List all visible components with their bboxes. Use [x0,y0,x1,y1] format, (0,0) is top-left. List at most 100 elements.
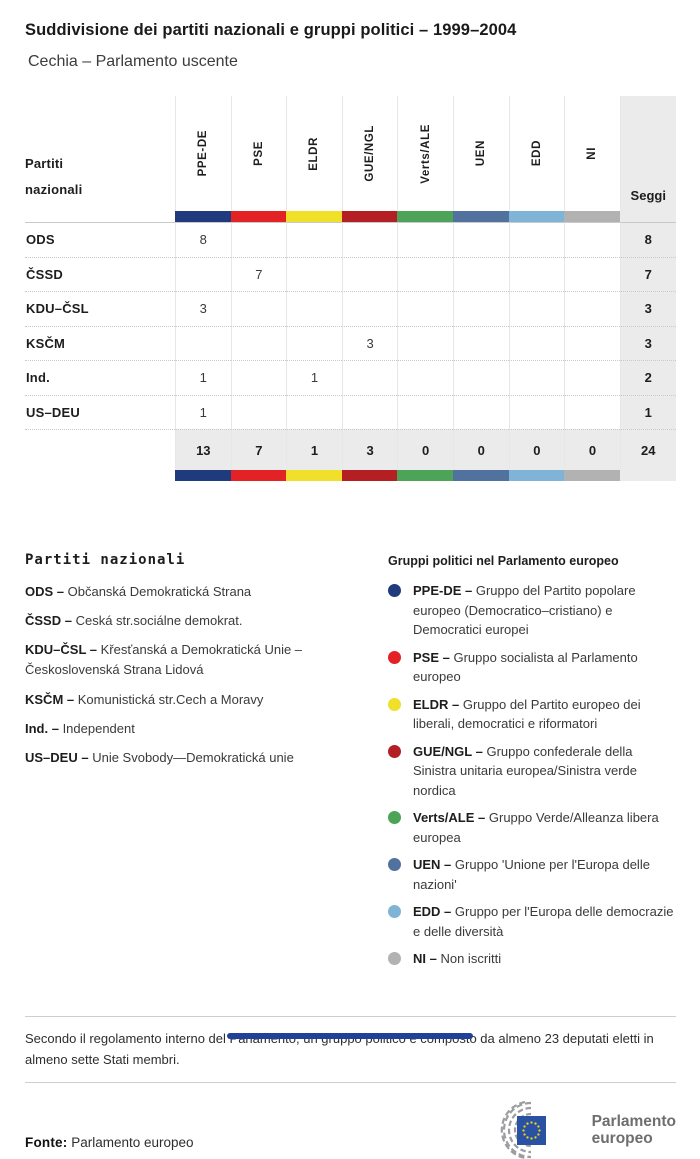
table-row-header-title: Partiti nazionali [25,96,175,211]
party-legend-item: US–DEU – Unie Svobody—Demokratická unie [25,749,294,765]
footer: Fonte: Parlamento europeo Parlamento eur… [25,1101,676,1159]
row-header-line: Partiti [25,156,64,171]
seat-cell [286,222,342,257]
column-total: 0 [452,429,509,470]
seat-cell [341,256,398,291]
source-text: Parlamento europeo [71,1135,194,1151]
group-color-bar-ni [564,470,620,481]
seat-cell [175,256,231,291]
seat-cell [397,394,453,429]
seat-cell [564,291,620,326]
seat-cell [452,291,509,326]
legend-section: Partiti nazionali ODS – Občanská Demokra… [25,552,676,977]
seat-cell: 3 [341,325,398,360]
group-legend-item: PSE – Gruppo socialista al Parlamento eu… [388,648,676,687]
row-seats-total: 8 [619,222,676,257]
column-header-verts/ale: Verts/ALE [397,96,453,211]
seat-cell [341,222,398,257]
group-color-bar-gue/ngl [341,211,398,222]
column-header-uen: UEN [452,96,509,211]
column-total: 0 [508,429,565,470]
party-legend-item: ČSSD – Ceská str.sociálne demokrat. [25,613,243,629]
seat-cell [508,222,565,257]
party-label: KSČM [25,325,175,361]
seat-cell [564,360,620,395]
column-header-label: EDD [530,140,543,167]
group-color-bar-uen [452,470,509,481]
seat-cell [397,222,453,257]
group-color-bar-ppe-de [175,211,231,222]
strip-seggi-bottom [619,470,676,481]
strip-seggi-top [619,211,676,222]
group-color-dot [388,650,401,664]
seat-cell [564,394,620,429]
row-seats-total: 3 [619,325,676,360]
strip-spacer-bottom [25,470,175,481]
group-legend-text: PSE – Gruppo socialista al Parlamento eu… [413,649,638,685]
group-color-bar-verts/ale [397,211,453,222]
group-color-bar-uen [452,211,509,222]
seat-cell [564,256,620,291]
column-header-seggi: Seggi [619,96,676,211]
seat-cell: 7 [230,256,287,291]
row-seats-total: 3 [619,291,676,326]
seat-cell: 8 [175,222,231,257]
group-color-bar-eldr [286,211,342,222]
group-color-dot [388,952,401,965]
group-legend-text: ELDR – Gruppo del Partito europeo dei li… [413,696,641,732]
group-color-bar-edd [508,470,565,481]
seat-cell [508,325,565,360]
party-label: Ind. [25,360,175,395]
party-label: US–DEU [25,394,175,430]
seats-table: Partiti nazionali PPE-DE PSE ELDR GUE/NGL Vert… [25,96,676,481]
seat-cell [397,291,453,326]
column-total: 13 [175,429,231,470]
page-title: Suddivisione dei partiti nazionali e gru… [25,21,517,39]
column-total: 1 [286,429,342,470]
column-header-label: ELDR [308,136,321,171]
group-legend-text: UEN – Gruppo 'Unione per l'Europa delle … [413,857,650,892]
group-color-dot [388,905,401,918]
group-legend-item: Verts/ALE – Gruppo Verde/Alleanza libera… [388,808,676,847]
european-parliament-logo: Parlamento europeo [471,1101,676,1159]
seat-cell [452,394,509,429]
seat-cell [230,325,287,360]
seat-cell [230,360,287,395]
seat-cell [230,222,287,257]
party-legend-item: ODS – Občanská Demokratická Strana [25,584,252,599]
totals-spacer [25,429,175,470]
seat-cell [397,256,453,291]
seat-cell [508,291,565,326]
seat-cell [452,325,509,360]
hemicycle-eu-flag-icon [500,1101,546,1159]
grand-total-seats: 24 [619,429,676,470]
seat-cell [341,291,398,326]
column-header-gue/ngl: GUE/NGL [341,96,398,211]
political-groups-legend: Gruppi politici nel Parlamento europeo P… [381,552,676,977]
seat-cell [452,222,509,257]
row-header-line: nazionali [25,182,83,197]
page-subtitle: Cechia – Parlamento uscente [28,53,238,70]
group-color-bar-verts/ale [397,470,453,481]
group-legend-item: ELDR – Gruppo del Partito europeo dei li… [388,695,676,734]
column-header-ppe-de: PPE-DE [175,96,231,211]
group-legend-text: GUE/NGL – Gruppo confederale della Sinis… [413,743,638,798]
seat-cell: 1 [175,360,231,395]
seat-cell [508,360,565,395]
seat-cell: 1 [286,360,342,395]
group-color-bar-gue/ngl [341,470,398,481]
group-color-bar-ni [564,211,620,222]
seat-cell [230,394,287,429]
party-label: KDU–ČSL [25,291,175,326]
seat-cell [397,325,453,360]
group-color-bar-ppe-de [175,470,231,481]
seat-cell [286,256,342,291]
party-label: ODS [25,222,175,257]
column-header-ni: NI [564,96,620,211]
seat-cell [286,325,342,360]
column-header-label: NI [586,147,599,160]
group-legend-text: EDD – Gruppo per l'Europa delle democraz… [413,904,674,939]
national-parties-legend: Partiti nazionali ODS – Občanská Demokra… [25,552,381,977]
row-seats-total: 7 [619,256,676,291]
group-legend-item: PPE-DE – Gruppo del Partito popolare eur… [388,581,676,640]
